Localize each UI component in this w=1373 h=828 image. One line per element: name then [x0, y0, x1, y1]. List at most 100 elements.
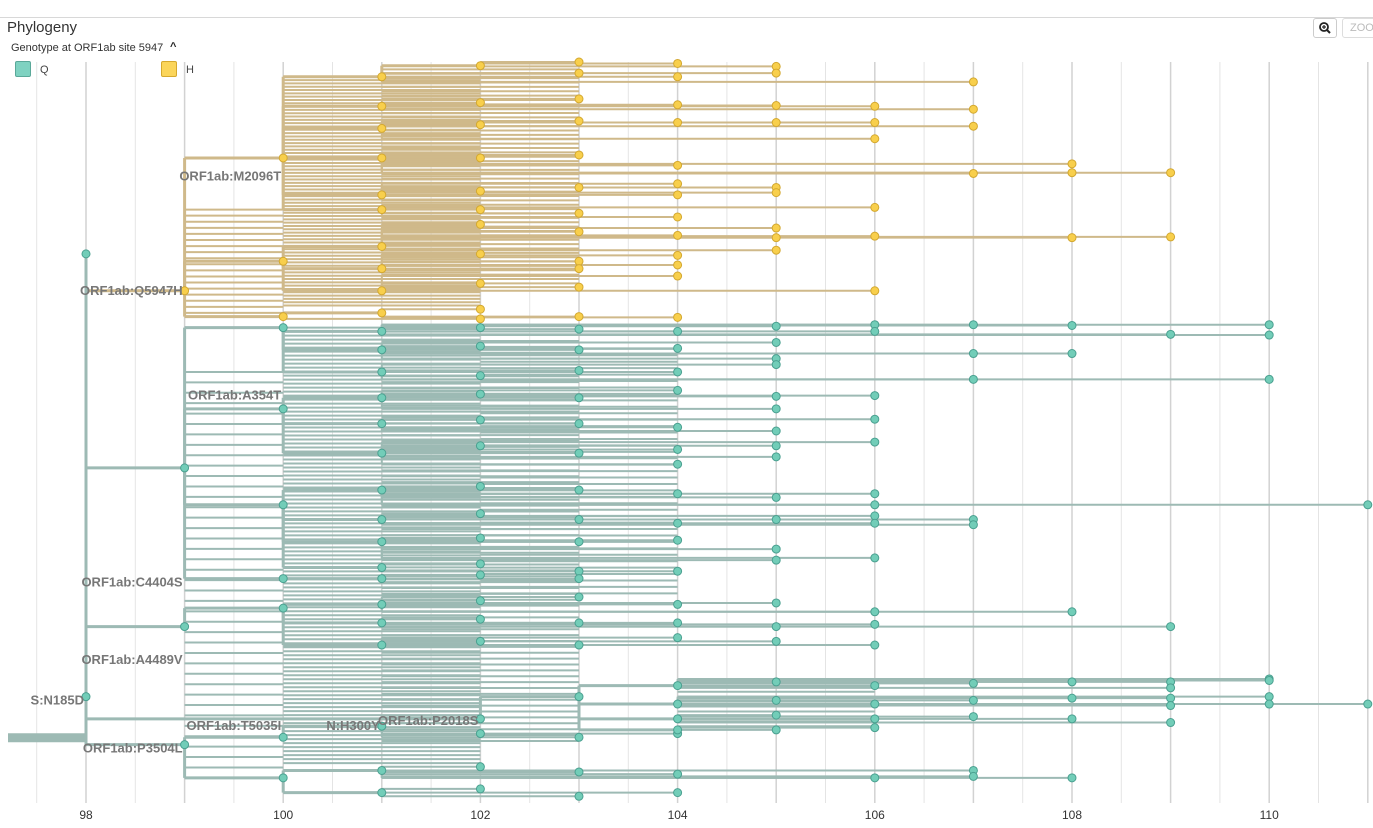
tree-tip[interactable]	[475, 559, 485, 569]
tree-tip[interactable]	[1166, 232, 1176, 242]
tree-tip[interactable]	[673, 260, 683, 270]
tree-tip[interactable]	[771, 101, 781, 111]
tree-tip[interactable]	[1067, 677, 1077, 687]
tree-tip[interactable]	[1166, 718, 1176, 728]
tree-node[interactable]	[377, 308, 387, 318]
tree-tip[interactable]	[771, 598, 781, 608]
tree-tip[interactable]	[968, 168, 978, 178]
tree-tip[interactable]	[574, 256, 584, 266]
tree-tip[interactable]	[673, 118, 683, 128]
tree-node[interactable]	[377, 537, 387, 547]
tree-tip[interactable]	[870, 518, 880, 528]
tree-tip[interactable]	[968, 712, 978, 722]
tree-tip[interactable]	[870, 681, 880, 691]
tree-tip[interactable]	[1067, 714, 1077, 724]
tree-node[interactable]	[278, 603, 288, 613]
tree-tip[interactable]	[574, 574, 584, 584]
tree-tip[interactable]	[475, 481, 485, 491]
tree-tip[interactable]	[673, 160, 683, 170]
tree-tip[interactable]	[870, 391, 880, 401]
tree-node[interactable]	[377, 419, 387, 429]
tree-tip[interactable]	[574, 282, 584, 292]
tree-tip[interactable]	[475, 304, 485, 314]
tree-tip[interactable]	[1264, 692, 1274, 702]
tree-tip[interactable]	[771, 452, 781, 462]
tree-node[interactable]	[81, 249, 91, 259]
tree-node[interactable]	[377, 190, 387, 200]
tree-tip[interactable]	[475, 205, 485, 215]
tree-tip[interactable]	[475, 120, 485, 130]
tree-node[interactable]	[377, 599, 387, 609]
tree-tip[interactable]	[771, 68, 781, 78]
tree-tip[interactable]	[574, 68, 584, 78]
tree-node[interactable]	[574, 692, 584, 702]
tree-tip[interactable]	[673, 385, 683, 395]
tree-tip[interactable]	[870, 326, 880, 336]
tree-tip[interactable]	[475, 98, 485, 108]
tree-tip[interactable]	[870, 286, 880, 296]
tree-tip[interactable]	[574, 732, 584, 742]
tree-tip[interactable]	[574, 264, 584, 274]
tree-tip[interactable]	[574, 324, 584, 334]
tree-tip[interactable]	[673, 422, 683, 432]
tree-tip[interactable]	[1067, 320, 1077, 330]
tree-tip[interactable]	[870, 619, 880, 629]
tree-node[interactable]	[377, 264, 387, 274]
tree-tip[interactable]	[673, 618, 683, 628]
tree-node[interactable]	[377, 563, 387, 573]
tree-tip[interactable]	[968, 520, 978, 530]
tree-node[interactable]	[377, 765, 387, 775]
tree-tip[interactable]	[771, 360, 781, 370]
tree-node[interactable]	[278, 153, 288, 163]
tree-tip[interactable]	[673, 271, 683, 281]
tree-node[interactable]	[81, 692, 91, 702]
tree-node[interactable]	[377, 574, 387, 584]
tree-tip[interactable]	[475, 219, 485, 229]
tree-tip[interactable]	[771, 725, 781, 735]
tree-tip[interactable]	[771, 710, 781, 720]
tree-tip[interactable]	[574, 791, 584, 801]
tree-tip[interactable]	[870, 101, 880, 111]
tree-tip[interactable]	[574, 537, 584, 547]
tree-node[interactable]	[278, 256, 288, 266]
tree-tip[interactable]	[1166, 622, 1176, 632]
tree-node[interactable]	[180, 740, 190, 750]
tree-tip[interactable]	[673, 312, 683, 322]
tree-node[interactable]	[377, 485, 387, 495]
tree-node[interactable]	[673, 699, 683, 709]
tree-tip[interactable]	[673, 100, 683, 110]
tree-tip[interactable]	[475, 278, 485, 288]
tree-tip[interactable]	[475, 784, 485, 794]
tree-tip[interactable]	[771, 426, 781, 436]
tree-tip[interactable]	[870, 640, 880, 650]
tree-tip[interactable]	[870, 723, 880, 733]
tree-tip[interactable]	[1264, 330, 1274, 340]
tree-tip[interactable]	[673, 459, 683, 469]
tree-tip[interactable]	[574, 393, 584, 403]
zoom-in-button[interactable]	[1313, 18, 1337, 38]
tree-tip[interactable]	[574, 419, 584, 429]
tree-node[interactable]	[475, 714, 485, 724]
tree-tip[interactable]	[870, 202, 880, 212]
tree-tip[interactable]	[673, 212, 683, 222]
tree-tip[interactable]	[771, 118, 781, 128]
tree-tip[interactable]	[574, 515, 584, 525]
tree-tip[interactable]	[574, 485, 584, 495]
tree-node[interactable]	[673, 725, 683, 735]
chevron-up-icon[interactable]: ^	[170, 41, 177, 53]
tree-tip[interactable]	[870, 437, 880, 447]
tree-tip[interactable]	[870, 553, 880, 563]
tree-tip[interactable]	[475, 186, 485, 196]
tree-node[interactable]	[377, 326, 387, 336]
tree-node[interactable]	[180, 286, 190, 296]
tree-tip[interactable]	[771, 622, 781, 632]
tree-tip[interactable]	[1166, 168, 1176, 178]
tree-tip[interactable]	[673, 633, 683, 643]
tree-tip[interactable]	[771, 492, 781, 502]
tree-tip[interactable]	[475, 596, 485, 606]
tree-tip[interactable]	[1067, 693, 1077, 703]
tree-tip[interactable]	[673, 769, 683, 779]
tree-tip[interactable]	[1264, 374, 1274, 384]
tree-tip[interactable]	[771, 515, 781, 525]
